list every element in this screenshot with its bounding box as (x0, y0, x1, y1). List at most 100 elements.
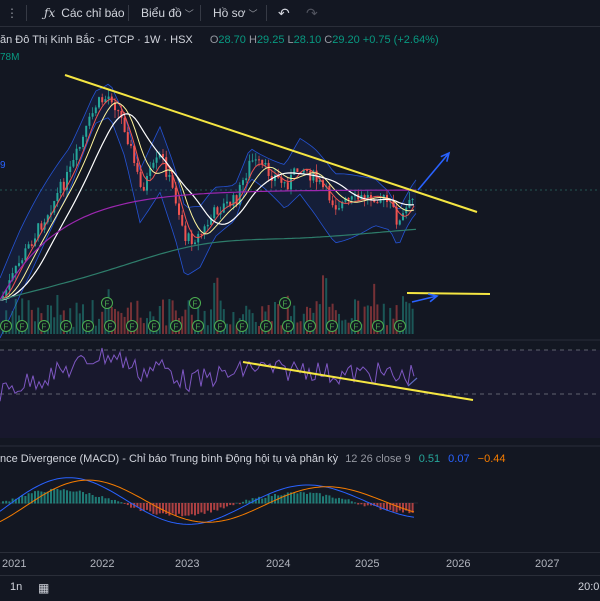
macd-histogram-bar (50, 488, 52, 504)
macd-histogram-bar (139, 503, 142, 512)
volume-bar (331, 303, 334, 334)
macd-histogram-bar (75, 491, 78, 504)
volume-bar (411, 308, 414, 334)
undo-icon[interactable]: ↶ (278, 5, 290, 21)
candle-body (347, 197, 350, 200)
volume-bar (274, 301, 276, 334)
macd-histogram-bar (411, 503, 414, 513)
time-axis[interactable]: 2021 2022 2023 2024 2025 2026 2027 (0, 552, 600, 575)
macd-histogram-bar (232, 503, 235, 506)
candle-body (293, 168, 296, 175)
candle-body (402, 213, 404, 221)
high-value: 29.25 (256, 34, 285, 46)
profile-button[interactable]: Hồ sơ ﹀ (213, 4, 258, 22)
candle-body (395, 206, 398, 225)
financial-marker-letter: F (330, 323, 335, 332)
macd-histogram-bar (322, 496, 324, 504)
chart-type-button[interactable]: Biểu đồ ﹀ (141, 4, 194, 22)
financial-marker (326, 320, 338, 332)
candle-body (190, 233, 193, 245)
candle-body (229, 201, 232, 206)
candle-body (203, 226, 206, 235)
macd-histogram-bar (373, 503, 376, 506)
interval-button[interactable]: 1n (10, 581, 23, 593)
candle-body (283, 182, 286, 184)
volume-bar (123, 316, 126, 334)
volume-bar (386, 325, 388, 334)
macd-histogram-bar (277, 495, 280, 504)
candle-body (309, 170, 312, 181)
candle-body (296, 168, 299, 172)
macd-histogram-bar (315, 492, 318, 504)
macd-histogram-bar (328, 495, 331, 504)
candle-body (280, 177, 283, 183)
sidebar-toggle-icon[interactable]: ⋮ (6, 6, 18, 20)
top-toolbar: ⋮ ƒx Các chỉ báo Biểu đồ ﹀ Hồ sơ ﹀ ↶ ↷ (0, 0, 600, 27)
macd-histogram-bar (5, 500, 8, 504)
volume-bar (302, 313, 305, 334)
macd-histogram-bar (386, 503, 388, 511)
rsi-pointer (407, 377, 418, 387)
candle-body (136, 163, 139, 172)
macd-histogram-bar (72, 491, 75, 504)
volume-bar (405, 301, 408, 334)
macd-histogram-bar (261, 498, 264, 504)
macd-histogram-bar (181, 503, 184, 517)
macd-histogram-bar (117, 501, 120, 504)
candle-body (117, 110, 120, 112)
indicators-button[interactable]: ƒx Các chỉ báo (44, 4, 125, 22)
volume-bar (139, 317, 142, 334)
symbol-title[interactable]: ăn Đô Thị Kinh Bắc - CTCP · 1W · HSX (0, 34, 193, 46)
financial-marker-letter: F (286, 323, 291, 332)
volume-bar (232, 312, 235, 334)
macd-histogram-bar (238, 503, 241, 505)
macd-histogram-bar (331, 497, 334, 504)
macd-histogram-bar (18, 497, 20, 504)
toolbar-divider (26, 5, 27, 21)
volume-bar (162, 299, 164, 334)
volume-bar (245, 305, 248, 334)
candle-body (322, 180, 324, 188)
candle-body (56, 192, 59, 202)
macd-histogram-bar (210, 503, 212, 513)
volume-bar (360, 324, 363, 334)
financial-marker-letter: F (20, 323, 25, 332)
candle-body (11, 273, 14, 281)
candle-body (331, 200, 334, 206)
macd-histogram-bar (126, 503, 129, 506)
volume-bar (171, 300, 174, 334)
volume-bar (203, 310, 206, 334)
macd-histogram-bar (24, 495, 27, 504)
candle-body (328, 185, 331, 201)
volume-bar (11, 311, 14, 334)
financial-marker-letter: F (264, 323, 269, 332)
macd-histogram-bar (66, 490, 68, 504)
macd-value: 0.51 (418, 453, 441, 465)
macd-histogram-bar (21, 495, 24, 504)
macd-histogram-bar (162, 503, 164, 514)
macd-title[interactable]: nce Divergence (MACD) - Chỉ báo Trung bì… (0, 453, 339, 465)
volume-bar (181, 316, 184, 334)
volume-bar (363, 306, 366, 334)
volume-bar (408, 303, 411, 334)
volume-bar (235, 325, 238, 334)
macd-histogram-bar (267, 494, 270, 504)
candle-body (245, 178, 248, 181)
candle-body (213, 207, 216, 219)
open-label: O (209, 34, 219, 46)
candle-body (155, 157, 158, 163)
macd-histogram-bar (142, 503, 145, 511)
macd-histogram-bar (178, 503, 180, 514)
ma-white-line (0, 113, 415, 301)
macd-histogram-bar (338, 497, 340, 504)
volume-bar (370, 306, 372, 334)
macd-histogram-bar (264, 497, 267, 504)
volume-bar (158, 306, 161, 334)
calendar-icon[interactable]: ▦ (38, 581, 50, 595)
volume-level-line (406, 292, 491, 295)
year-label: 2021 (2, 558, 27, 570)
redo-icon[interactable]: ↷ (306, 5, 318, 21)
volume-bar (120, 312, 123, 334)
ma-teal-line (0, 228, 417, 301)
